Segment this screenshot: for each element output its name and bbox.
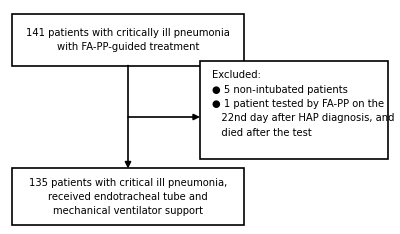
Text: Excluded:
● 5 non-intubated patients
● 1 patient tested by FA-PP on the
   22nd : Excluded: ● 5 non-intubated patients ● 1… (212, 70, 394, 138)
FancyBboxPatch shape (12, 14, 244, 66)
Text: 141 patients with critically ill pneumonia
with FA-PP-guided treatment: 141 patients with critically ill pneumon… (26, 28, 230, 52)
FancyBboxPatch shape (200, 61, 388, 159)
Text: 135 patients with critical ill pneumonia,
received endotracheal tube and
mechani: 135 patients with critical ill pneumonia… (29, 178, 227, 216)
FancyBboxPatch shape (12, 168, 244, 225)
